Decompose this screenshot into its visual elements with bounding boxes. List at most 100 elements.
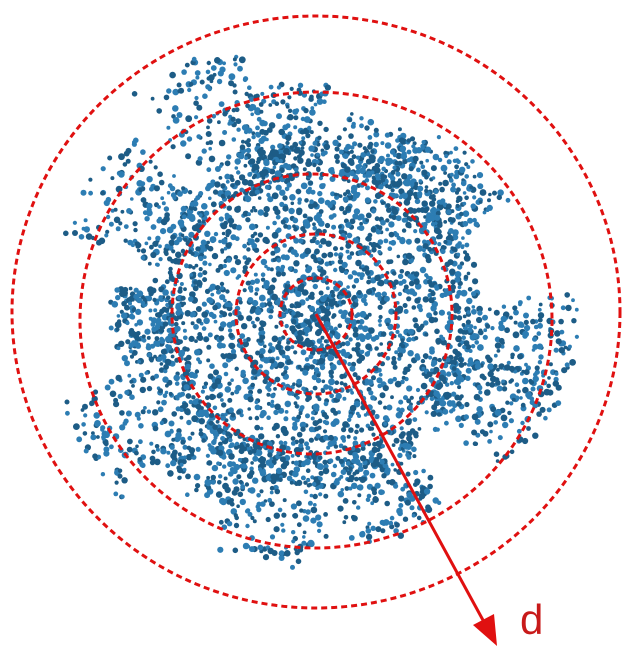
atom [309,306,315,312]
atom [395,308,399,312]
atom [133,221,138,226]
atom [406,385,412,391]
atom [322,412,328,418]
atom [214,181,220,187]
atom [230,183,235,188]
atom [347,471,352,476]
atom [249,224,256,231]
atom [406,338,410,342]
atom [334,252,338,256]
atom [180,223,185,228]
atom [433,497,439,503]
atom [177,289,182,294]
atom [430,305,436,311]
atom [292,382,296,386]
atom [311,507,318,514]
atom [472,195,476,199]
atom [357,484,363,490]
atom [221,250,225,254]
atom [281,528,285,532]
atom [296,559,302,565]
atom [298,83,303,88]
atom [219,216,224,221]
atom [296,415,301,420]
atom [331,225,336,230]
atom [450,217,456,223]
atom [393,484,398,489]
atom [168,183,173,188]
atom [102,437,106,441]
atom [255,405,261,411]
atom [432,176,436,180]
atom [195,246,200,251]
atom [233,62,237,66]
atom [293,227,298,232]
atom [230,178,235,183]
atom [564,292,570,298]
atom [351,185,358,192]
atom [214,57,221,64]
atom [422,372,426,376]
atom [497,386,503,392]
atom [377,353,381,357]
atom [291,202,295,206]
atom [475,363,481,369]
atom [234,389,239,394]
atom [356,320,360,324]
atom [137,249,141,253]
atom [219,140,226,147]
atom [497,349,501,353]
atom [185,474,191,480]
atom [224,174,230,180]
atom [219,67,225,73]
atom [400,487,405,492]
atom [206,241,210,245]
atom [236,276,240,280]
atom [399,238,405,244]
atom [211,201,217,207]
atom [258,433,264,439]
atom [177,476,181,480]
atom [343,196,349,202]
atom [408,224,412,228]
atom [202,410,209,417]
atom [195,70,201,76]
atom [220,321,226,327]
atom [365,237,369,241]
atom [343,210,348,215]
atom [413,229,417,233]
figure: d [0,0,622,648]
atom [202,277,207,282]
atom [479,200,483,204]
atom [231,349,236,354]
atom [367,346,371,350]
atom [325,223,330,228]
atom [320,365,325,370]
atom [352,347,356,351]
atom [306,468,311,473]
atom [318,492,322,496]
atom [293,350,297,354]
atom [241,323,247,329]
atom [371,209,376,214]
atom [388,221,394,227]
atom [219,314,223,318]
atom [313,284,318,289]
atom [158,388,163,393]
atom [295,108,299,112]
atom [278,508,283,513]
atom [414,298,420,304]
atom [409,281,415,287]
atom [251,321,255,325]
atom [316,167,320,171]
atom [73,221,77,225]
atom [202,148,207,153]
atom [374,275,380,281]
atom [311,411,315,415]
atom [549,362,553,366]
atom [325,302,329,306]
atom [381,331,387,337]
atom [249,158,255,164]
atom [368,119,375,126]
atom [379,459,384,464]
